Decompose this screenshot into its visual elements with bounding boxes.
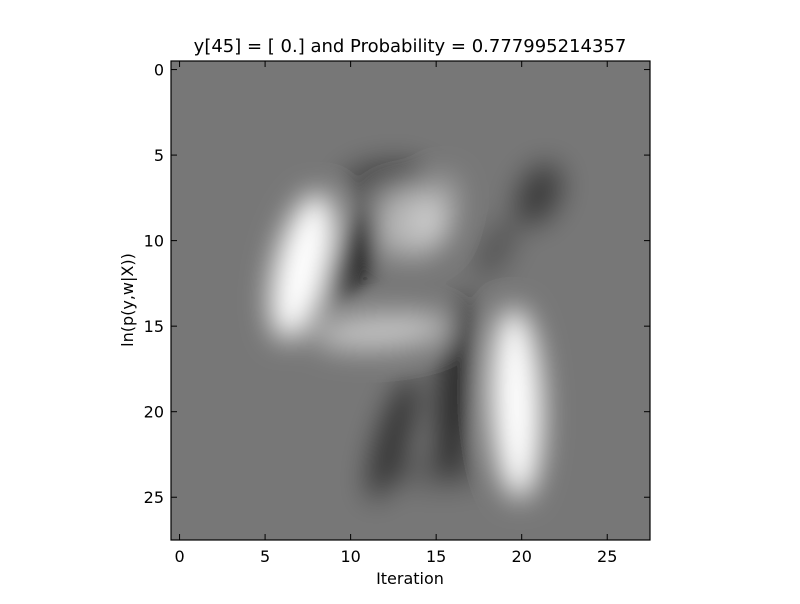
y-tick-label-0: 0 <box>154 61 164 80</box>
heatmap-feature-1 <box>324 204 384 305</box>
heatmap-feature-4 <box>313 311 450 351</box>
x-tick-label-10: 10 <box>340 547 360 566</box>
heatmap-feature-8 <box>490 307 543 499</box>
heatmap-feature-11 <box>388 454 491 489</box>
heatmap-feature-9 <box>515 163 562 226</box>
heatmap-feature-0 <box>270 192 335 340</box>
heatmap-intensity-layer <box>270 161 562 500</box>
y-tick-label-20: 20 <box>144 403 164 422</box>
heatmap-feature-5 <box>412 173 460 246</box>
axis-ticks: 0 5 10 15 20 25 0 5 10 15 20 25 <box>144 61 650 566</box>
y-tick-label-10: 10 <box>144 232 164 251</box>
y-axis-label: ln(p(y,w|X)) <box>118 253 137 347</box>
x-tick-label-5: 5 <box>260 547 270 566</box>
heatmap-feature-7 <box>368 375 419 500</box>
x-tick-label-0: 0 <box>174 547 184 566</box>
x-tick-label-15: 15 <box>426 547 446 566</box>
heatmap-feature-10 <box>475 218 517 280</box>
heatmap-feature-6 <box>437 293 476 479</box>
y-tick-label-5: 5 <box>154 146 164 165</box>
x-tick-label-25: 25 <box>597 547 617 566</box>
y-tick-label-25: 25 <box>144 488 164 507</box>
x-tick-label-20: 20 <box>512 547 532 566</box>
chart-title: y[45] = [ 0.] and Probability = 0.777995… <box>194 36 627 57</box>
x-axis-label: Iteration <box>376 569 444 588</box>
y-tick-label-15: 15 <box>144 317 164 336</box>
heatmap-feature-2 <box>340 161 430 197</box>
plot-frame <box>170 60 651 541</box>
